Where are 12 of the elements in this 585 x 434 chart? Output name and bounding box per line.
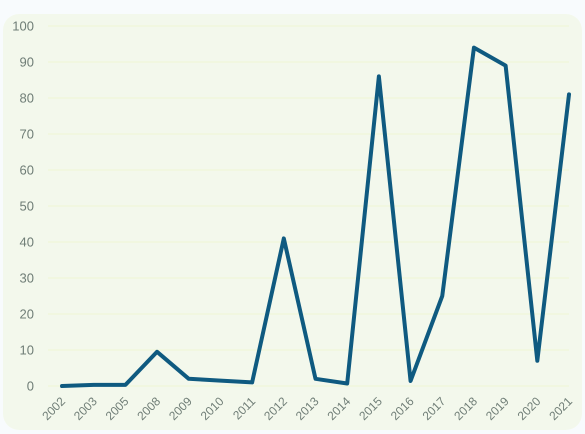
- y-tick-label: 90: [20, 54, 34, 70]
- y-tick-label: 40: [20, 234, 34, 250]
- y-tick-label: 30: [20, 270, 34, 286]
- y-tick-label: 70: [20, 126, 34, 142]
- y-tick-label: 50: [20, 198, 34, 214]
- y-tick-label: 20: [20, 306, 34, 322]
- y-tick-label: 100: [12, 18, 34, 34]
- y-tick-label: 10: [20, 342, 34, 358]
- line-series: [60, 46, 571, 388]
- y-tick-label: 0: [26, 378, 34, 394]
- y-tick-label: 80: [20, 90, 34, 106]
- y-tick-label: 60: [20, 162, 34, 178]
